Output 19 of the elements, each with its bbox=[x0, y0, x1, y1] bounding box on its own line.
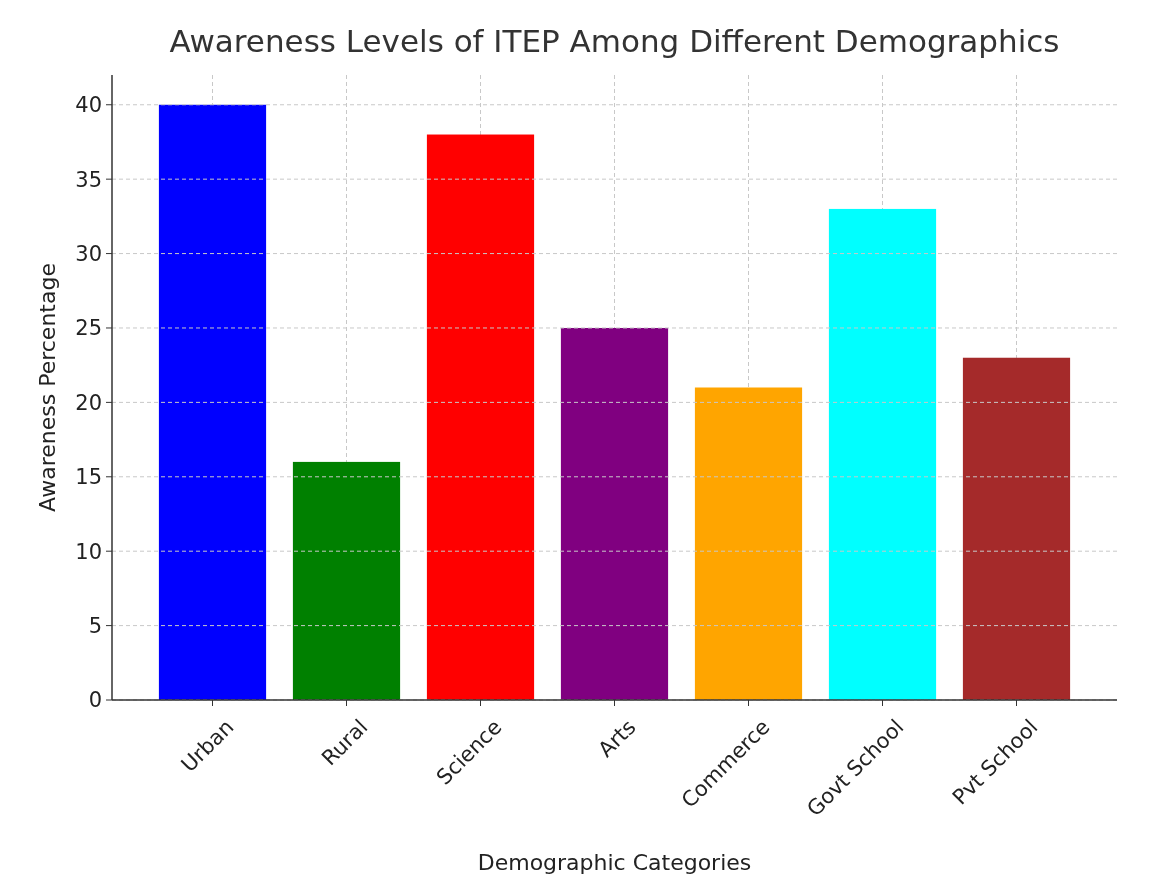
y-tick-label: 35 bbox=[75, 167, 102, 192]
bar bbox=[426, 134, 535, 700]
bar bbox=[292, 461, 401, 700]
y-tick-label: 0 bbox=[88, 688, 102, 713]
y-tick-label: 25 bbox=[75, 316, 102, 341]
x-axis-title: Demographic Categories bbox=[477, 850, 752, 875]
y-axis-title: Awareness Percentage bbox=[35, 263, 60, 512]
y-tick-label: 20 bbox=[75, 390, 102, 415]
bar bbox=[828, 208, 937, 700]
bar bbox=[962, 357, 1071, 700]
y-tick-label: 10 bbox=[75, 539, 102, 564]
chart-title: Awareness Levels of ITEP Among Different Demographics bbox=[169, 23, 1060, 59]
bar bbox=[158, 104, 267, 700]
y-tick-label: 30 bbox=[75, 241, 102, 266]
y-tick-label: 15 bbox=[75, 465, 102, 490]
bar bbox=[560, 327, 669, 700]
bar bbox=[694, 387, 803, 700]
y-tick-label: 5 bbox=[88, 613, 102, 638]
y-tick-label: 40 bbox=[75, 93, 102, 118]
